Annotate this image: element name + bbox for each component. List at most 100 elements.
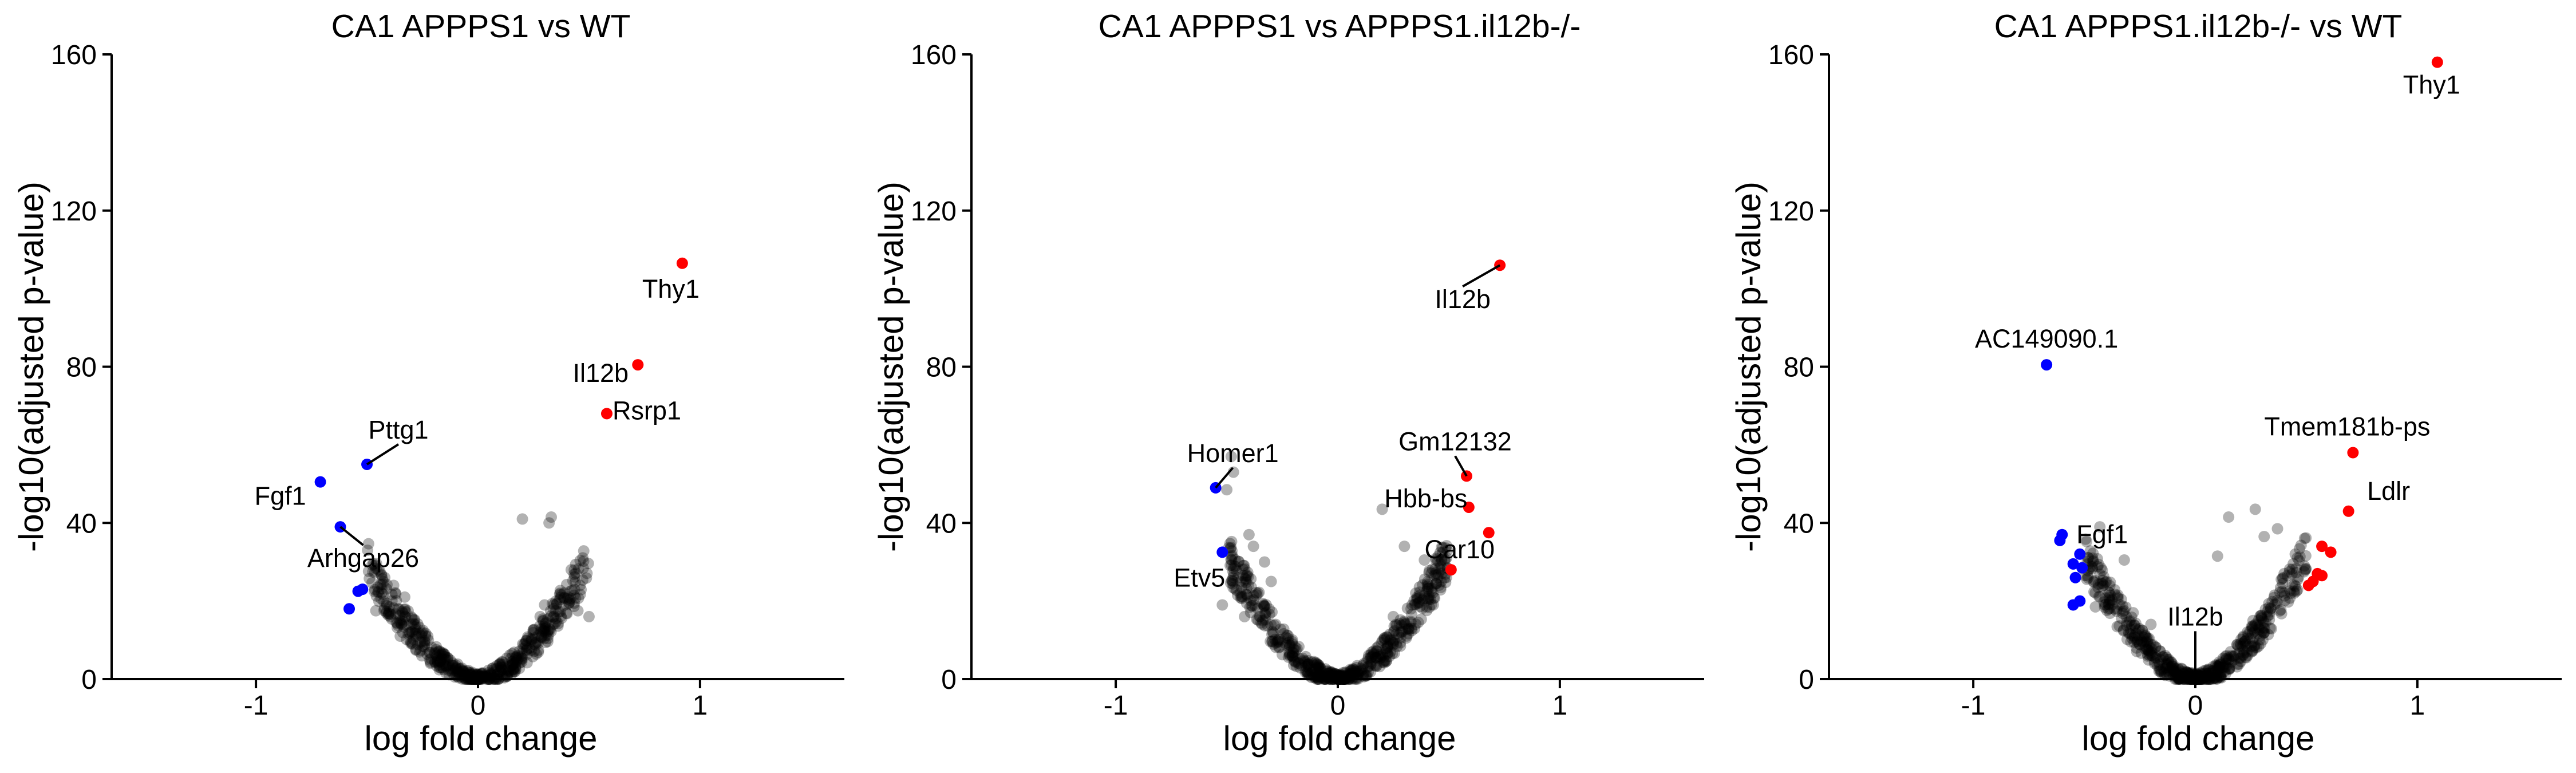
data-point xyxy=(1441,545,1453,557)
data-point xyxy=(2184,673,2196,685)
data-point xyxy=(1378,651,1390,663)
data-point xyxy=(2167,660,2179,672)
data-point xyxy=(2295,539,2307,551)
data-point xyxy=(2265,623,2277,635)
data-point xyxy=(552,617,564,629)
data-point xyxy=(2274,605,2286,617)
data-point xyxy=(2153,665,2165,677)
data-point xyxy=(2103,598,2115,610)
data-point xyxy=(2190,671,2202,683)
data-point xyxy=(2191,668,2203,680)
data-point xyxy=(2194,672,2206,684)
data-point xyxy=(1376,637,1388,649)
data-point xyxy=(1286,650,1298,662)
data-point xyxy=(1413,586,1425,598)
data-point xyxy=(547,611,559,623)
data-point xyxy=(2123,628,2135,640)
data-point xyxy=(2172,666,2184,678)
data-point xyxy=(532,637,544,649)
data-point xyxy=(1309,669,1321,681)
data-point xyxy=(2173,664,2185,676)
data-point xyxy=(372,586,384,598)
data-point xyxy=(2131,634,2143,646)
data-point xyxy=(406,638,418,650)
data-point xyxy=(1397,626,1409,638)
data-point xyxy=(576,574,588,586)
data-point xyxy=(397,626,409,638)
data-point xyxy=(476,668,488,680)
data-point xyxy=(396,605,408,617)
data-point xyxy=(532,629,544,641)
data-point xyxy=(493,658,505,671)
data-point xyxy=(399,610,411,622)
data-point xyxy=(2121,633,2133,645)
data-point xyxy=(1314,662,1326,675)
data-point xyxy=(1240,577,1252,589)
data-point xyxy=(2289,548,2301,560)
data-point xyxy=(2217,652,2229,664)
data-point xyxy=(432,652,444,664)
data-point xyxy=(1303,670,1315,682)
data-point xyxy=(507,658,519,670)
data-point xyxy=(1262,620,1274,632)
data-point xyxy=(456,665,468,677)
data-point xyxy=(1247,594,1259,606)
data-point xyxy=(463,669,475,681)
data-point xyxy=(1314,662,1326,674)
data-point xyxy=(2134,638,2146,650)
data-point xyxy=(2129,617,2142,629)
data-point xyxy=(1432,571,1444,583)
data-point xyxy=(543,517,555,529)
data-point xyxy=(2275,573,2287,585)
data-point xyxy=(464,669,476,681)
data-point xyxy=(537,613,549,625)
data-point xyxy=(2106,599,2118,611)
data-point xyxy=(2112,589,2124,601)
data-point xyxy=(2194,669,2206,681)
data-point xyxy=(453,666,465,678)
data-point xyxy=(2257,634,2269,646)
data-point xyxy=(526,635,538,647)
data-point xyxy=(1225,451,1237,463)
data-point xyxy=(1417,579,1429,591)
data-point xyxy=(368,585,380,597)
data-point xyxy=(471,670,483,682)
data-point xyxy=(1344,673,1356,685)
data-point xyxy=(539,618,551,630)
data-point xyxy=(2117,625,2129,637)
data-point xyxy=(1382,640,1394,652)
data-point xyxy=(1318,670,1330,682)
data-point xyxy=(430,644,442,656)
data-point xyxy=(1338,673,1350,685)
data-point xyxy=(1313,673,1325,685)
data-point xyxy=(1239,610,1251,622)
data-point xyxy=(2196,673,2208,685)
data-point xyxy=(552,620,564,632)
data-point xyxy=(2263,598,2275,610)
data-point xyxy=(1356,664,1368,676)
data-point xyxy=(1409,622,1421,634)
data-point xyxy=(1371,645,1383,657)
data-point xyxy=(1362,649,1374,661)
data-point xyxy=(550,616,562,628)
data-point xyxy=(2188,673,2200,685)
data-point xyxy=(2284,585,2296,597)
data-point xyxy=(1327,673,1340,685)
data-point xyxy=(472,672,484,684)
data-point xyxy=(2188,673,2200,685)
data-point xyxy=(2142,645,2154,657)
data-point xyxy=(1430,578,1442,590)
data-point xyxy=(2154,645,2166,657)
data-point xyxy=(504,649,516,661)
data-point xyxy=(442,664,455,676)
data-point xyxy=(444,662,456,675)
data-point xyxy=(464,668,476,680)
data-point xyxy=(1436,553,1448,565)
data-point xyxy=(469,673,481,685)
data-point xyxy=(2111,603,2123,615)
data-point xyxy=(1235,590,1247,602)
data-point xyxy=(495,660,507,672)
data-point xyxy=(2088,576,2100,588)
data-point xyxy=(448,664,460,676)
data-point xyxy=(548,599,560,611)
